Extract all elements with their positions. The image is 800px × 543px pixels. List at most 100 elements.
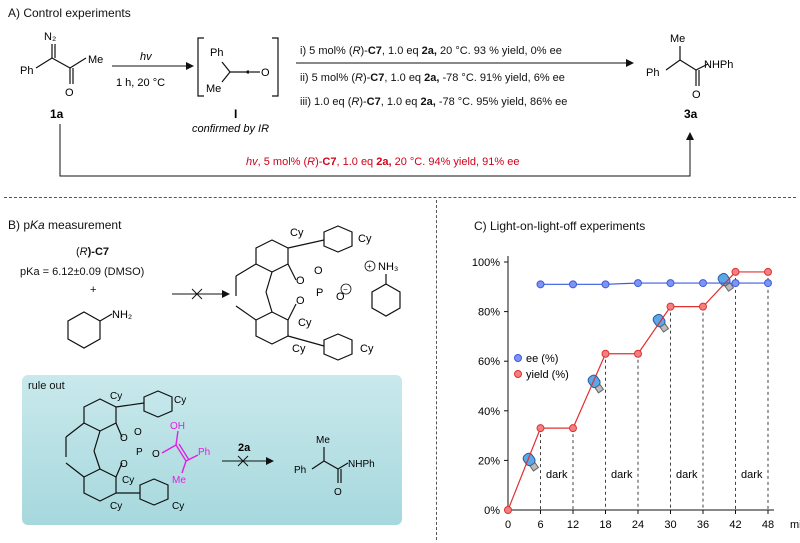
o-label-bottom: O (296, 295, 305, 307)
panel-b-scheme: NH₂ O O P O O − Cy Cy Cy Cy Cy + NH₃ (67, 225, 401, 361)
rule-prod-me: Me (316, 435, 330, 446)
legend-label: ee (%) (526, 353, 558, 365)
o-label-I: O (261, 67, 270, 79)
ee-point (634, 279, 642, 288)
cy-label-1: Cy (290, 227, 304, 239)
condition-iii: iii) 1.0 eq (R)-C7, 1.0 eq 2a, -78 °C. 9… (300, 96, 568, 108)
o-label-1a: O (65, 87, 74, 99)
dark-label: dark (676, 469, 698, 481)
rule-p: P (136, 447, 143, 458)
yield-point (601, 349, 610, 358)
light-on-off-chart: 0% 20% 40% 60% 80% 100% 0 6 12 18 24 30 36 42 48 min dar… (472, 256, 800, 531)
ee-point (569, 280, 577, 289)
y-tick-label: 20% (478, 455, 500, 467)
x-tick-label: 0 (505, 519, 511, 531)
time-conditions: 1 h, 20 °C (116, 77, 165, 89)
x-tick-label: 36 (697, 519, 709, 531)
ph-label-I: Ph (210, 47, 223, 59)
x-axis-label: min (790, 519, 800, 531)
panel-b-title: B) pKa measurement (8, 218, 122, 232)
y-tick-label: 60% (478, 356, 500, 368)
yield-point (666, 302, 675, 311)
ketene-bracket (197, 37, 279, 97)
me-label-I: Me (206, 83, 221, 95)
nh3-label: NH₃ (378, 261, 398, 273)
o-label-top: O (296, 275, 305, 287)
rule-cy-2: Cy (174, 395, 186, 406)
ee-point (666, 279, 675, 288)
panel-a-title: A) Control experiments (8, 6, 131, 20)
x-tick-label: 12 (567, 519, 579, 531)
rule-product-structure (311, 447, 349, 483)
vertical-divider (436, 200, 437, 540)
p-label: P (316, 287, 323, 299)
x-tick-label: 6 (537, 519, 543, 531)
yield-point (504, 506, 512, 514)
rule-me: Me (172, 475, 186, 486)
rule-o-2: O (120, 459, 128, 470)
ee-point (536, 280, 545, 289)
ee-point (601, 280, 610, 289)
catalyst-label: (R)-C7 (76, 246, 110, 258)
ee-series-line (540, 282, 768, 285)
rule-out-label: rule out (28, 380, 65, 392)
x-tick-label: 42 (729, 519, 741, 531)
hv-label: hv (140, 51, 153, 63)
yield-point (569, 424, 577, 433)
y-tick-label: 100% (472, 257, 500, 269)
compound-1a-structure (35, 44, 87, 84)
ee-point (731, 279, 740, 288)
o-label-p-right: O (336, 291, 345, 303)
x-tick-label: 30 (664, 519, 676, 531)
rule-cy-1: Cy (110, 391, 122, 402)
rule-prod-nhph: NHPh (348, 459, 375, 470)
aniline-structure (67, 311, 113, 349)
compound-1a-label: 1a (50, 107, 64, 121)
ph-label-3a: Ph (646, 67, 659, 79)
svg-text:+: + (367, 262, 372, 271)
y-tick-label: 0% (484, 505, 500, 517)
me-label-3a: Me (670, 33, 685, 45)
y-tick-label: 80% (478, 307, 500, 319)
rule-o-3: O (134, 427, 142, 438)
dark-label: dark (546, 469, 568, 481)
rule-out-box (22, 375, 402, 525)
legend-marker (514, 370, 522, 378)
condition-i: i) 5 mol% (R)-C7, 1.0 eq 2a, 20 °C. 93 %… (300, 45, 562, 57)
ph-label-1a: Ph (20, 65, 33, 77)
confirmed-label: confirmed by IR (192, 123, 269, 135)
pka-value: pKa = 6.12±0.09 (DMSO) (20, 266, 145, 278)
light-bulb-icon (522, 452, 540, 472)
me-label-1a: Me (88, 54, 103, 66)
x-tick-label: 18 (599, 519, 611, 531)
compound-3a-label: 3a (684, 107, 698, 121)
panel-a-scheme: N₂ Ph Me O 1a hv 1 h, 20 °C Ph Me O I co… (20, 31, 733, 177)
cy-label-5: Cy (360, 343, 374, 355)
bypass-arrow (59, 124, 691, 177)
x-tick-label: 24 (632, 519, 644, 531)
n2-label: N₂ (44, 31, 56, 43)
cy-label-2: Cy (358, 233, 372, 245)
legend-marker (514, 354, 522, 362)
anilinium-structure (371, 274, 401, 317)
red-condition: hv, 5 mol% (R)-C7, 1.0 eq 2a, 20 °C. 94%… (246, 156, 520, 168)
rule-ph: Ph (198, 447, 210, 458)
rule-prod-ph: Ph (294, 465, 306, 476)
chart-title: C) Light-on-light-off experiments (474, 219, 646, 233)
ee-point (764, 279, 772, 288)
rule-cy-4: Cy (110, 501, 122, 512)
dark-label: dark (741, 469, 763, 481)
plus-sign: + (90, 284, 97, 296)
yield-point (536, 424, 545, 433)
rule-oh: OH (170, 421, 185, 432)
rule-prod-o: O (334, 487, 342, 498)
rule-o-4: O (152, 449, 160, 460)
condition-ii: ii) 5 mol% (R)-C7, 1.0 eq 2a, -78 °C. 91… (300, 72, 565, 84)
nh2-label: NH₂ (112, 309, 132, 321)
ee-point (699, 279, 707, 288)
x-tick-label: 48 (762, 519, 774, 531)
cy-label-3: Cy (298, 317, 312, 329)
rule-out-scheme: O O P O O OH Ph Me Cy Cy Cy Cy Cy 2a Me … (65, 390, 375, 512)
rule-o-1: O (120, 433, 128, 444)
yield-point (634, 349, 642, 358)
